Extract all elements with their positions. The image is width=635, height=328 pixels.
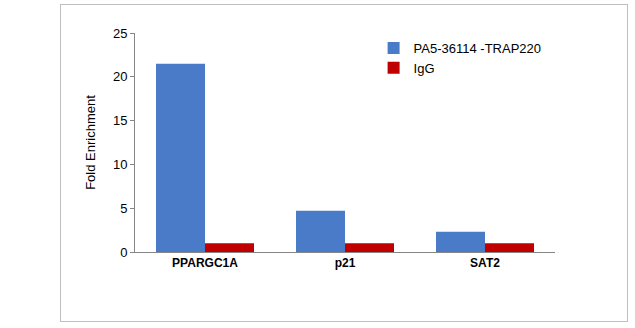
svg-text:PA5-36114 -TRAP220: PA5-36114 -TRAP220 <box>414 41 541 56</box>
svg-text:0: 0 <box>120 245 127 260</box>
svg-text:p21: p21 <box>335 256 356 270</box>
svg-text:IgG: IgG <box>414 61 435 76</box>
svg-text:Fold Enrichment: Fold Enrichment <box>83 95 98 190</box>
svg-text:20: 20 <box>113 69 127 84</box>
svg-text:PPARGC1A: PPARGC1A <box>172 256 238 270</box>
svg-text:10: 10 <box>113 157 127 172</box>
svg-text:15: 15 <box>113 113 127 128</box>
svg-text:5: 5 <box>120 201 127 216</box>
svg-text:SAT2: SAT2 <box>470 256 500 270</box>
svg-text:25: 25 <box>113 26 127 41</box>
